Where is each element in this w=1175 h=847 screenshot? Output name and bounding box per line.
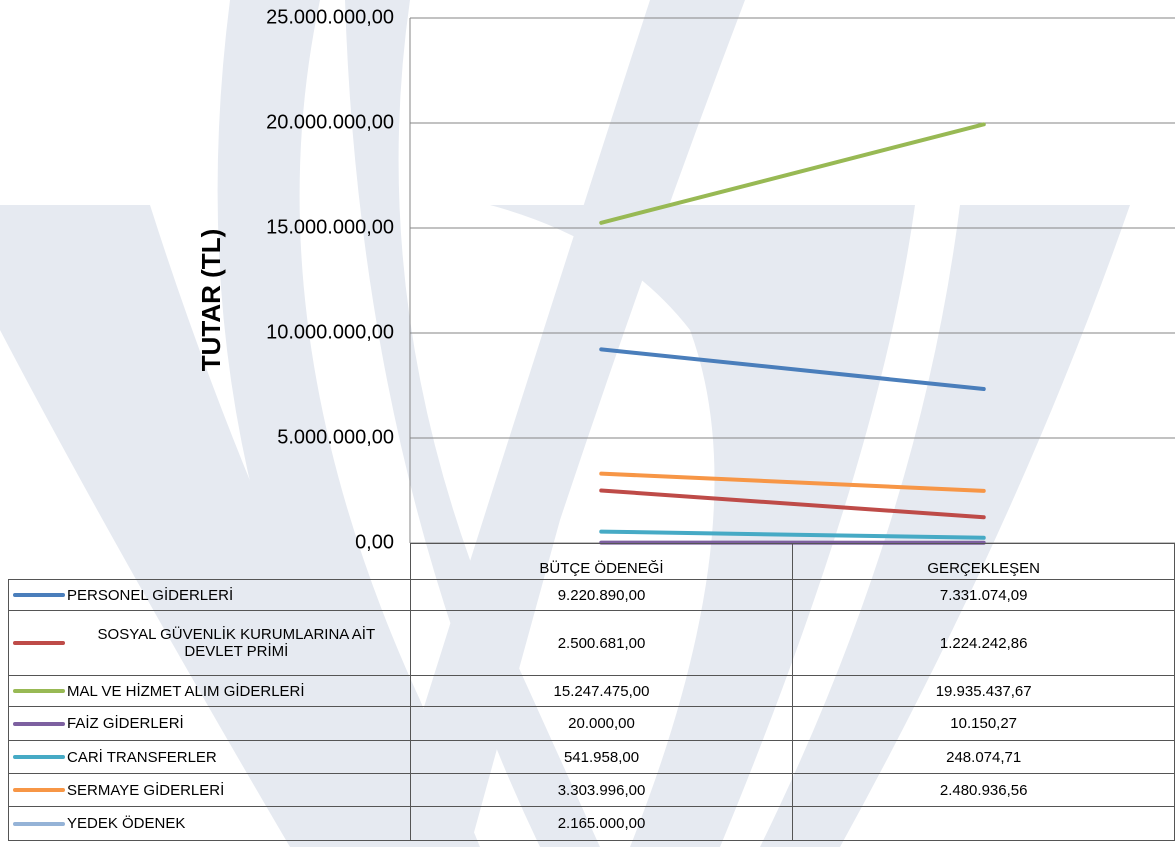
table-row: FAİZ GİDERLERİ 20.000,00 10.150,27 (8, 706, 1175, 741)
category-header: BÜTÇE ÖDENEĞİ (409, 543, 794, 580)
table-row: SERMAYE GİDERLERİ 3.303.996,00 2.480.936,5… (8, 773, 1175, 807)
y-tick-label: 15.000.000,00 (266, 216, 394, 238)
legend-entry: PERSONEL GİDERLERİ (9, 587, 410, 604)
data-table: BÜTÇE ÖDENEĞİ GERÇEKLEŞEN PERSONEL GİDERLE… (8, 543, 1175, 841)
legend-label: SOSYAL GÜVENLİK KURUMLARINA AİT DEVLET P… (97, 626, 376, 660)
table-row: YEDEK ÖDENEK 2.165.000,00 (8, 806, 1175, 841)
legend-label: FAİZ GİDERLERİ (67, 715, 184, 732)
value-cell: 7.331.074,09 (792, 579, 1175, 611)
legend-entry: CARİ TRANSFERLER (9, 749, 410, 766)
legend-label: YEDEK ÖDENEK (67, 815, 186, 832)
value-cell: 2.165.000,00 (409, 806, 794, 841)
table-header-row: BÜTÇE ÖDENEĞİ GERÇEKLEŞEN (9, 543, 1175, 580)
legend-cell: SERMAYE GİDERLERİ (8, 773, 411, 807)
legend-key (13, 721, 65, 726)
legend-key (13, 641, 65, 645)
value-cell: 10.150,27 (792, 706, 1175, 741)
value-cell: 2.500.681,00 (409, 610, 794, 676)
y-tick-label: 20.000.000,00 (266, 111, 394, 133)
value-cell: 248.074,71 (792, 740, 1175, 774)
value-cell (792, 806, 1175, 841)
legend-entry: SOSYAL GÜVENLİK KURUMLARINA AİT DEVLET P… (9, 626, 410, 660)
value-cell: 20.000,00 (409, 706, 794, 741)
legend-cell: YEDEK ÖDENEK (8, 806, 411, 841)
legend-entry: YEDEK ÖDENEK (9, 815, 410, 832)
legend-entry: FAİZ GİDERLERİ (9, 715, 410, 732)
y-axis-title: TUTAR (TL) (196, 229, 226, 371)
y-tick-label: 10.000.000,00 (266, 321, 394, 343)
legend-label: SERMAYE GİDERLERİ (67, 781, 225, 799)
series-line (599, 347, 986, 392)
value-cell: 15.247.475,00 (409, 675, 794, 707)
y-tick-label: 0,00 (355, 531, 394, 553)
legend-key (13, 788, 65, 792)
table-row: MAL VE HİZMET ALIM GİDERLERİ 15.247.475,0… (8, 675, 1175, 707)
value-cell: 541.958,00 (409, 740, 794, 774)
value-cell: 3.303.996,00 (409, 773, 794, 807)
category-header: GERÇEKLEŞEN (792, 543, 1175, 580)
series-line (599, 471, 986, 493)
y-tick-label: 25.000.000,00 (266, 6, 394, 28)
table-corner (9, 544, 411, 580)
series-line (599, 122, 986, 225)
legend-cell: PERSONEL GİDERLERİ (8, 579, 411, 611)
legend-label: CARİ TRANSFERLER (67, 748, 217, 766)
legend-key (13, 593, 65, 597)
value-cell: 19.935.437,67 (792, 675, 1175, 707)
legend-key (13, 755, 65, 759)
legend-key (13, 689, 65, 693)
legend-entry: MAL VE HİZMET ALIM GİDERLERİ (9, 683, 410, 700)
value-cell: 9.220.890,00 (409, 579, 794, 611)
series-line (599, 529, 986, 540)
legend-cell: FAİZ GİDERLERİ (8, 706, 411, 741)
legend-cell: CARİ TRANSFERLER (8, 740, 411, 774)
legend-cell: SOSYAL GÜVENLİK KURUMLARINA AİT DEVLET P… (8, 610, 411, 676)
legend-label: MAL VE HİZMET ALIM GİDERLERİ (67, 682, 305, 700)
legend-key (13, 821, 65, 826)
table-row: SOSYAL GÜVENLİK KURUMLARINA AİT DEVLET P… (8, 610, 1175, 676)
y-tick-label: 5.000.000,00 (277, 426, 394, 448)
table-row: PERSONEL GİDERLERİ 9.220.890,00 7.331.074,… (8, 579, 1175, 611)
legend-cell: MAL VE HİZMET ALIM GİDERLERİ (8, 675, 411, 707)
value-cell: 2.480.936,56 (792, 773, 1175, 807)
table-row: CARİ TRANSFERLER 541.958,00 248.074,71 (8, 740, 1175, 774)
series-line (599, 488, 986, 520)
legend-label: PERSONEL GİDERLERİ (67, 586, 234, 604)
value-cell: 1.224.242,86 (792, 610, 1175, 676)
legend-entry: SERMAYE GİDERLERİ (9, 782, 410, 799)
